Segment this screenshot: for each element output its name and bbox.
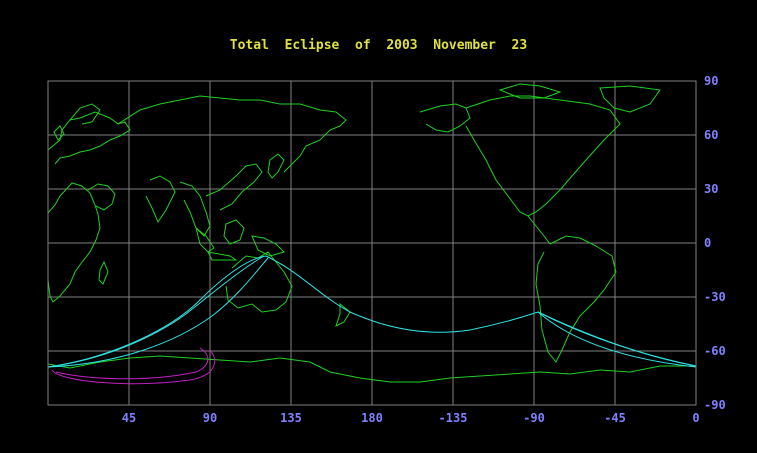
eclipse-path-curve — [47, 257, 269, 368]
coastline-scandinavia — [69, 103, 101, 125]
coastline-greenland — [599, 85, 661, 113]
longitude-tick-label: -90 — [523, 411, 545, 425]
coastline-north-america — [465, 95, 621, 217]
latitude-tick-label: 0 — [704, 236, 711, 250]
latitude-tick-label: 90 — [704, 74, 718, 88]
penumbral-limits — [51, 347, 215, 385]
eclipse-path-curves — [47, 255, 697, 368]
longitude-tick-label: -45 — [604, 411, 626, 425]
latitude-tick-label: -60 — [704, 344, 726, 358]
coastline-new-zealand — [335, 302, 351, 327]
coastline-australia — [225, 251, 293, 313]
coastlines — [47, 83, 696, 383]
longitude-tick-label: -135 — [439, 411, 468, 425]
coastline-java — [207, 251, 238, 261]
coastline-japan — [267, 153, 285, 179]
graticule — [48, 81, 696, 405]
coastline-india — [145, 175, 176, 224]
longitude-tick-label: 0 — [692, 411, 699, 425]
coastline-alaska — [419, 103, 471, 133]
latitude-tick-label: -90 — [704, 398, 726, 412]
map-title: Total Eclipse of 2003 November 23 — [229, 38, 528, 53]
latitude-labels: 90 60 30 0 -30 -60 -90 — [704, 74, 726, 412]
map-frame — [47, 80, 697, 406]
coastline-southeast-asia — [179, 181, 211, 237]
latitude-tick-label: 60 — [704, 128, 718, 142]
eclipse-path-curve — [537, 311, 697, 367]
eclipse-path-curve — [47, 255, 265, 368]
coastline-africa — [47, 182, 101, 303]
eclipse-path-curve — [537, 311, 697, 367]
coastline-new-guinea — [251, 235, 285, 257]
coastline-madagascar — [98, 260, 109, 285]
longitude-tick-label: 180 — [361, 411, 383, 425]
latitude-tick-label: -30 — [704, 290, 726, 304]
coastline-europe — [47, 111, 131, 165]
coastline-antarctica — [47, 355, 696, 383]
coastline-arabia — [87, 183, 116, 211]
longitude-labels: 45 90 135 180 -135 -90 -45 0 — [122, 411, 700, 425]
coastline-south-america — [535, 235, 617, 363]
eclipse-path-curve — [537, 311, 697, 368]
longitude-tick-label: 45 — [122, 411, 136, 425]
longitude-tick-label: 90 — [203, 411, 217, 425]
coastline-china-coast — [205, 163, 263, 211]
coastline-sumatra — [195, 226, 215, 253]
coastline-british-isles — [53, 125, 65, 141]
coastline-borneo — [223, 219, 245, 245]
latitude-tick-label: 30 — [704, 182, 718, 196]
penumbral-limit-curve — [55, 347, 209, 380]
coastline-asia-north — [117, 95, 347, 173]
eclipse-path-curve — [47, 255, 539, 368]
coastline-arctic-islands — [498, 83, 562, 99]
longitude-tick-label: 135 — [280, 411, 302, 425]
penumbral-limit-curve — [51, 349, 215, 385]
coastline-central-america — [527, 215, 551, 245]
